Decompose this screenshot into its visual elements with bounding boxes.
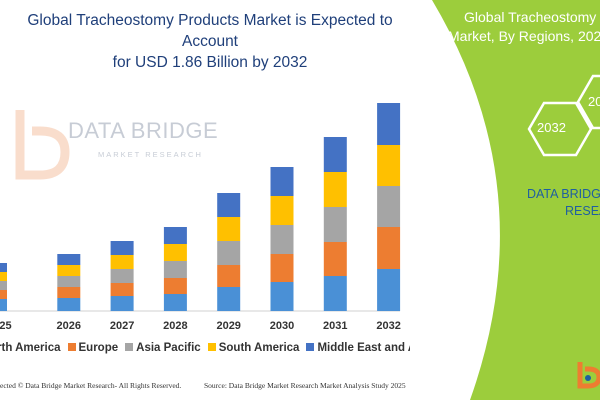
bar-2026-series-3 [57,265,81,276]
legend-swatch [67,343,76,351]
bar-2027-series-3 [110,255,134,269]
bar-2025-series-1 [0,290,7,299]
legend-item: orth America [0,342,61,354]
x-tick-label: 2029 [216,320,240,332]
bars-group [0,103,401,311]
bar-2032-series-1 [377,227,401,269]
legend-swatch [207,343,216,351]
legend-label: Middle East and Africa [317,342,410,354]
bar-2028-series-2 [163,261,187,278]
right-brand-line-2: RESEA [565,204,600,218]
bar-2032-series-4 [377,103,401,145]
bar-2031-series-4 [323,137,347,172]
bar-2028-series-4 [163,227,187,244]
bar-2032-series-0 [377,269,401,311]
bar-2028-series-0 [163,294,187,311]
right-title-line-2: Market, By Regions, 2025 [448,28,600,44]
bar-2028-series-3 [163,244,187,261]
chart-title-line-1: Global Tracheostomy Products Market is E… [27,12,393,50]
legend-item: Europe [67,342,119,354]
bar-2025-series-4 [0,263,7,272]
legend-label: Asia Pacific [136,342,201,354]
bar-2025-series-2 [0,281,7,290]
x-tick-label: 2032 [376,320,400,332]
legend: orth America Europe Asia Pacific South Amer… [0,342,410,358]
watermark-subtext: MARKET RESEARCH [98,150,203,159]
bar-2030-series-3 [270,196,294,225]
bar-2029-series-4 [217,193,241,217]
hexagon-label-2032: 2032 [537,120,566,135]
legend-label: Europe [78,342,119,354]
legend-label: South America [218,342,300,354]
legend-label: orth America [0,342,61,354]
bar-2029-series-1 [217,265,241,287]
bar-2031-series-2 [323,207,347,242]
bar-2025-series-0 [0,299,7,311]
chart-title: Global Tracheostomy Products Market is E… [0,10,420,73]
green-panel-shape [432,0,600,400]
legend-item: Asia Pacific [125,342,201,354]
bar-2029-series-2 [217,241,241,265]
x-tick-label: 2028 [163,320,187,332]
footer-logo-icon [577,362,600,389]
bar-2031-series-1 [323,242,347,276]
right-title-line-1: Global Tracheostomy P [464,9,600,25]
footer-copyright: ected © Data Bridge Market Research- All… [0,381,182,390]
bar-2026-series-2 [57,276,81,287]
hexagon-partial [576,74,600,130]
bar-2027-series-2 [110,269,134,283]
bar-2032-series-2 [377,186,401,227]
legend-swatch [125,343,134,351]
legend-item: South America [207,342,300,354]
bar-2027-series-0 [110,296,134,311]
x-tick-label: 2027 [110,320,134,332]
bar-2030-series-2 [270,225,294,254]
bar-2027-series-4 [110,241,134,255]
hexagon-2032 [527,101,593,157]
bar-2028-series-1 [163,278,187,294]
bar-2030-series-4 [270,167,294,196]
bar-2029-series-0 [217,287,241,311]
bar-2026-series-1 [57,287,81,298]
bar-2025-series-3 [0,272,7,281]
bar-2029-series-3 [217,217,241,241]
bar-2027-series-1 [110,283,134,296]
bar-2026-series-0 [57,298,81,311]
legend-item: Middle East and Africa [306,342,410,354]
right-brand-line-1: DATA BRIDG [527,187,600,201]
bar-2032-series-3 [377,145,401,186]
bar-2030-series-0 [270,282,294,311]
x-tick-label: 2026 [57,320,81,332]
chart-title-line-2: for USD 1.86 Billion by 2032 [112,54,308,71]
right-panel-title: Global Tracheostomy P Market, By Regions… [440,8,600,46]
x-tick-label: 2030 [270,320,294,332]
x-tick-label: 25 [0,320,12,332]
watermark-logo-icon [15,110,70,180]
right-brand-text: DATA BRIDG RESEA [527,186,600,220]
watermark-text: DATA BRIDGE [68,118,219,143]
bar-2031-series-3 [323,172,347,207]
x-tick-label: 2031 [323,320,347,332]
bar-2030-series-1 [270,254,294,282]
bar-2026-series-4 [57,254,81,265]
bar-2031-series-0 [323,276,347,311]
hexagon-label-partial: 20 [588,94,600,109]
x-tick-labels: 25 2026 2027 2028 2029 2030 2031 2032 [0,320,401,332]
legend-swatch [306,343,315,351]
footer-source: Source: Data Bridge Market Research Mark… [204,381,406,390]
